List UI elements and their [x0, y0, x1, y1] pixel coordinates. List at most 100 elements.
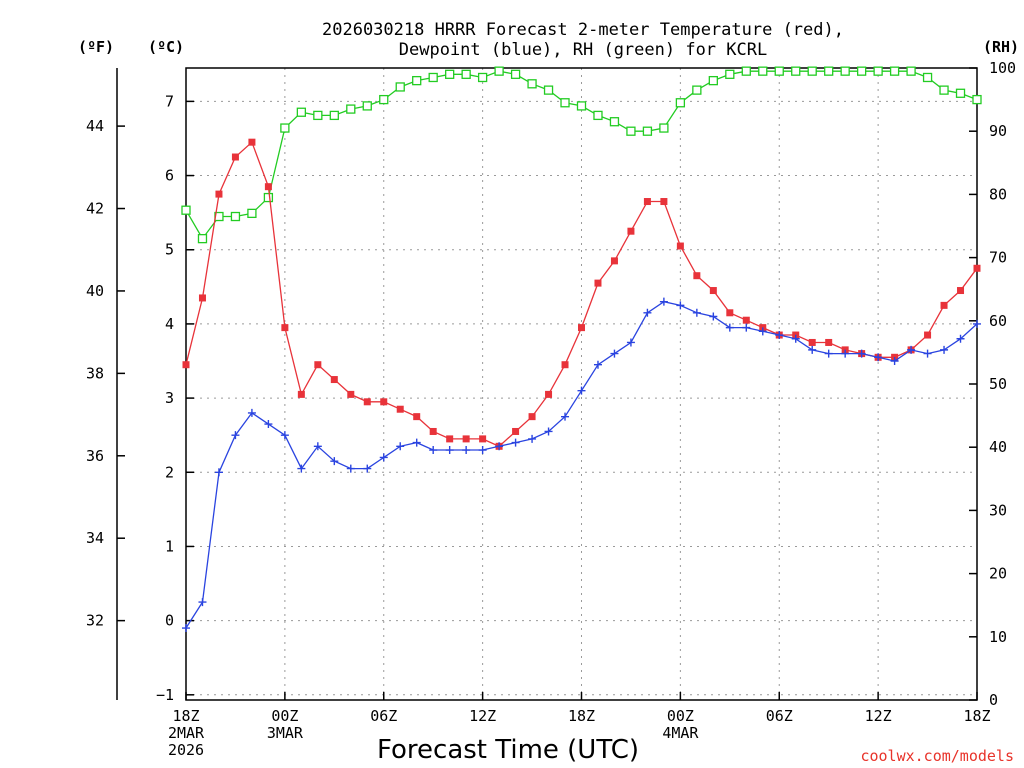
rh-point	[527, 79, 537, 89]
dewpoint-point	[528, 434, 537, 443]
temperature-point	[314, 361, 322, 369]
dewpoint-point	[429, 446, 438, 455]
temperature-point	[446, 435, 454, 443]
dewpoint-point	[445, 446, 454, 455]
time-tick-label: 2026	[168, 741, 204, 759]
time-tick-label: 00Z	[667, 707, 694, 725]
rh-point	[659, 123, 669, 133]
temperature-point	[198, 294, 206, 302]
rh-point	[445, 69, 455, 79]
rh-tick-label: 10	[989, 628, 1007, 646]
rh-point	[412, 75, 422, 86]
rh-point	[329, 110, 339, 121]
dewpoint-point	[264, 420, 273, 429]
fahrenheit-unit-label: (ºF)	[78, 38, 114, 56]
rh-tick-label: 20	[989, 565, 1007, 583]
dewpoint-point	[330, 457, 339, 466]
dewpoint-point	[841, 349, 850, 358]
time-tick-label: 18Z	[963, 707, 990, 725]
dewpoint-point	[610, 349, 619, 358]
rh-tick-label: 70	[989, 249, 1007, 267]
temperature-point	[940, 301, 948, 309]
rh-point	[543, 85, 554, 95]
rh-point	[741, 66, 751, 76]
dewpoint-point	[478, 446, 487, 455]
x-axis-title: Forecast Time (UTC)	[377, 735, 639, 765]
rh-series	[181, 66, 982, 244]
temperature-point	[462, 435, 470, 443]
dewpoint-point	[956, 334, 965, 343]
rh-point	[972, 94, 982, 105]
fahrenheit-tick-label: 40	[86, 282, 104, 300]
rh-tick-label: 30	[989, 501, 1007, 519]
dewpoint-point	[808, 345, 817, 354]
temperature-point	[825, 338, 833, 346]
temperature-point	[726, 309, 734, 317]
temperature-point	[347, 390, 355, 398]
source-credit: coolwx.com/models	[860, 747, 1014, 765]
rh-point	[791, 66, 801, 76]
dewpoint-point	[561, 412, 570, 421]
celsius-tick-label: −1	[156, 686, 174, 704]
rh-point	[313, 110, 323, 121]
celsius-unit-label: (ºC)	[148, 38, 184, 56]
rh-tick-label: 80	[989, 185, 1007, 203]
celsius-tick-label: 7	[165, 92, 174, 110]
temperature-point	[479, 435, 487, 443]
time-tick-label: 3MAR	[267, 724, 304, 742]
chart-title: 2026030218 HRRR Forecast 2-meter Tempera…	[322, 20, 844, 60]
series-layer	[181, 66, 982, 633]
dewpoint-point	[626, 338, 635, 347]
temperature-point	[676, 242, 684, 250]
dewpoint-point	[923, 349, 932, 358]
dewpoint-point	[907, 345, 916, 354]
rh-tick-label: 0	[989, 691, 998, 709]
rh-axis-ticks: 0 10 20 30 40 50 60 70 80 90 100	[969, 59, 1016, 709]
time-tick-label: 06Z	[370, 707, 397, 725]
rh-unit-label: (RH)	[983, 38, 1019, 56]
celsius-axis-ticks: −1 0 1 2 3 4 5 6 7	[156, 92, 194, 704]
rh-point	[428, 72, 438, 83]
rh-tick-label: 60	[989, 312, 1007, 330]
dewpoint-point	[643, 308, 652, 317]
temperature-point	[610, 257, 618, 265]
temperature-point	[693, 272, 701, 280]
time-tick-label: 4MAR	[662, 724, 699, 742]
rh-point	[642, 126, 653, 136]
celsius-tick-label: 5	[165, 241, 174, 259]
rh-point	[807, 66, 817, 76]
fahrenheit-tick-label: 38	[86, 364, 104, 382]
dewpoint-point	[676, 301, 685, 310]
fahrenheit-tick-label: 44	[86, 117, 104, 135]
dewpoint-point	[396, 442, 405, 451]
rh-tick-label: 40	[989, 438, 1007, 456]
temperature-point	[413, 413, 421, 421]
dewpoint-point	[280, 431, 289, 440]
temperature-point	[231, 153, 239, 161]
rh-point	[922, 72, 933, 83]
rh-point	[856, 66, 867, 76]
chart-title-line-2: Dewpoint (blue), RH (green) for KCRL	[399, 40, 767, 60]
celsius-tick-label: 4	[165, 315, 174, 333]
time-tick-label: 12Z	[865, 707, 892, 725]
dewpoint-point	[659, 297, 668, 306]
dewpoint-point	[973, 319, 981, 328]
rh-point	[955, 88, 966, 98]
time-tick-label: 00Z	[271, 707, 298, 725]
rh-point	[362, 101, 372, 111]
rh-point	[560, 98, 570, 108]
fahrenheit-tick-label: 32	[86, 612, 104, 630]
rh-point	[247, 208, 257, 219]
temperature-point	[429, 427, 437, 435]
rh-tick-label: 100	[989, 59, 1016, 77]
rh-point	[263, 192, 274, 203]
rh-point	[609, 117, 620, 127]
rh-point	[461, 69, 471, 79]
rh-point	[675, 98, 686, 108]
temperature-point	[297, 390, 305, 398]
rh-point	[906, 66, 916, 76]
dewpoint-point	[313, 442, 322, 451]
dewpoint-point	[214, 468, 223, 477]
dewpoint-point	[824, 349, 833, 358]
dewpoint-point	[363, 464, 372, 473]
